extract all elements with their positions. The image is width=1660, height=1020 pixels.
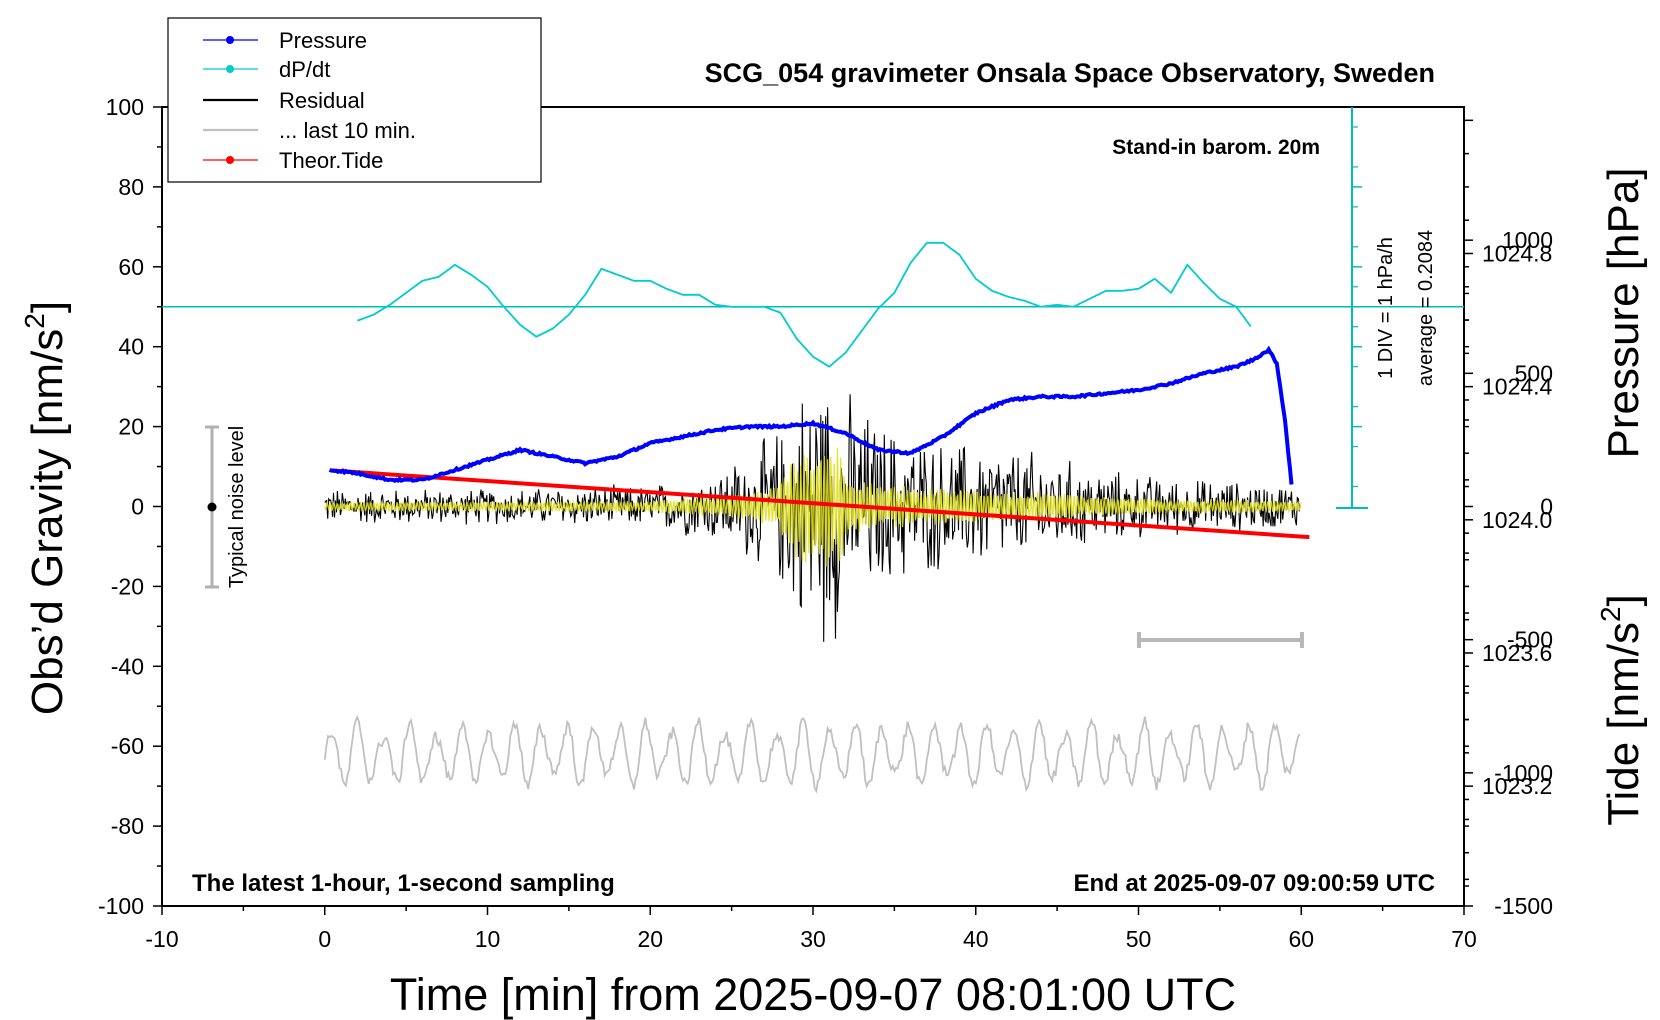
x-tick-label: 60	[1288, 926, 1314, 952]
tide-axis-label: Tide [nm/s2]	[1595, 594, 1648, 826]
x-tick-label: 50	[1126, 926, 1152, 952]
pressure-tick-label: 1024.4	[1482, 374, 1553, 400]
legend-marker	[226, 36, 234, 44]
legend-label: Residual	[279, 88, 365, 113]
pressure-axis-label: Pressure [hPa]	[1599, 167, 1648, 458]
tide-axis-label-main: Tide [nm/s	[1599, 622, 1648, 826]
tide-tick-label: -1000	[1494, 760, 1553, 786]
residual-line	[324, 394, 1301, 642]
legend-label: Pressure	[279, 28, 367, 53]
y-tick-label: -60	[111, 733, 144, 759]
pressure-tick-label: 1023.6	[1482, 640, 1552, 666]
dpdt-line	[356, 241, 1252, 368]
legend-marker	[226, 156, 234, 164]
y-axis-label-main: Obs’d Gravity [nm/s	[23, 329, 72, 715]
legend: Pressure dP/dt Residual ... last 10 min. The…	[167, 17, 542, 183]
axis-ticks: -10 0 10 20 30 40 50 60 70-100-80-60-40-20020406…	[98, 94, 1553, 952]
x-tick-label: 70	[1451, 926, 1477, 952]
last-10-min-marker	[1137, 632, 1304, 648]
tide-tick-label: 0	[1540, 494, 1553, 520]
y-tick-label: 20	[118, 414, 144, 440]
x-tick-label: 30	[800, 926, 826, 952]
x-axis-label: Time [min] from 2025-09-07 08:01:00 UTC	[390, 969, 1236, 1020]
tide-tick-label: -1500	[1494, 893, 1553, 919]
tide-tick-label: 1000	[1502, 227, 1553, 253]
legend-label: ... last 10 min.	[279, 118, 416, 143]
noise-level-label: Typical noise level	[226, 426, 248, 588]
y-tick-label: -20	[111, 573, 144, 599]
stand-in-label: Stand-in barom. 20m	[1112, 136, 1320, 159]
x-tick-label: 40	[963, 926, 989, 952]
y-tick-label: 60	[118, 254, 144, 280]
tide-axis-label-sup: 2	[1595, 606, 1626, 622]
x-tick-label: 10	[475, 926, 501, 952]
pressure-tick-label: 1023.2	[1482, 773, 1552, 799]
residual-filtered-line	[324, 447, 1302, 567]
div-label: 1 DIV = 1 hPa/h	[1375, 237, 1397, 379]
tide-tick-label: 500	[1515, 360, 1553, 386]
y-tick-label: 40	[118, 334, 144, 360]
last-10-min-line	[323, 714, 1301, 794]
y-tick-label: -40	[111, 653, 144, 679]
y-tick-label: 100	[106, 94, 144, 120]
y-axis-label: Obs’d Gravity [nm/s2]	[19, 301, 72, 715]
y-axis-label-sup: 2	[19, 313, 50, 329]
legend-label: dP/dt	[279, 57, 330, 82]
x-tick-label: -10	[145, 926, 178, 952]
x-tick-label: 20	[637, 926, 663, 952]
pressure-line	[328, 345, 1294, 485]
dpdt-scale-bar: 1 DIV = 1 hPa/h average = 0.2084	[1336, 107, 1437, 509]
average-label: average = 0.2084	[1415, 230, 1437, 386]
footer-right-label: End at 2025-09-07 09:00:59 UTC	[1074, 870, 1436, 897]
y-tick-label: 80	[118, 174, 144, 200]
y-tick-label: -80	[111, 813, 144, 839]
pressure-tick-label: 1024.8	[1482, 240, 1552, 266]
legend-marker	[226, 65, 234, 73]
y-tick-label: 0	[131, 494, 144, 520]
chart-title: SCG_054 gravimeter Onsala Space Observat…	[705, 58, 1435, 88]
x-tick-label: 0	[318, 926, 331, 952]
tide-axis-label-end: ]	[1599, 594, 1648, 606]
noise-level-bar: Typical noise level	[205, 425, 248, 589]
pressure-tick-label: 1024.0	[1482, 507, 1552, 533]
y-tick-label: -100	[98, 893, 144, 919]
legend-label: Theor.Tide	[279, 148, 383, 173]
theor-tide-line	[332, 468, 1310, 540]
tide-tick-label: -500	[1507, 627, 1553, 653]
y-axis-label-end: ]	[23, 301, 72, 313]
series-layer	[162, 241, 1464, 794]
footer-left-label: The latest 1-hour, 1-second sampling	[192, 870, 615, 897]
noise-bar-dot	[207, 502, 217, 512]
